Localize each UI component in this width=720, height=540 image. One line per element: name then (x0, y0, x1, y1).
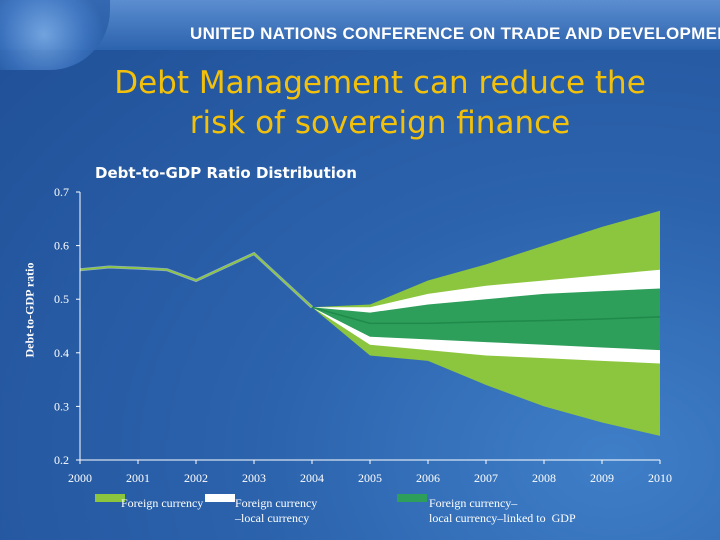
y-tick-label: 0.3 (54, 399, 69, 413)
legend-label: Foreign currency (121, 496, 204, 510)
legend-swatch (205, 494, 235, 502)
x-tick-label: 2010 (648, 471, 672, 485)
x-tick-label: 2007 (474, 471, 498, 485)
band-gdp-linked (312, 288, 660, 351)
y-tick-label: 0.6 (54, 239, 69, 253)
slide-title: Debt Management can reduce the risk of s… (60, 63, 700, 143)
x-tick-label: 2009 (590, 471, 614, 485)
slide-title-line-2: risk of sovereign finance (189, 105, 571, 141)
x-tick-label: 2001 (126, 471, 150, 485)
legend-label: Foreign currency– local currency–linked … (429, 496, 576, 525)
x-tick-label: 2006 (416, 471, 440, 485)
x-tick-label: 2000 (68, 471, 92, 485)
header-bar (0, 0, 720, 50)
legend-swatch (95, 494, 125, 502)
x-tick-label: 2005 (358, 471, 382, 485)
x-tick-label: 2008 (532, 471, 556, 485)
x-tick-label: 2003 (242, 471, 266, 485)
legend-swatch (397, 494, 427, 502)
x-tick-label: 2004 (300, 471, 324, 485)
median-line (311, 306, 661, 325)
history-line (79, 252, 313, 308)
chart-title: Debt-to-GDP Ratio Distribution (95, 164, 357, 182)
organization-name: UNITED NATIONS CONFERENCE ON TRADE AND D… (190, 24, 720, 43)
y-tick-label: 0.7 (54, 185, 69, 199)
legend-label: Foreign currency –local currency (235, 496, 318, 525)
y-tick-label: 0.5 (54, 292, 69, 306)
slide-title-line-1: Debt Management can reduce the (114, 65, 646, 101)
y-tick-label: 0.2 (54, 453, 69, 467)
y-tick-label: 0.4 (54, 346, 69, 360)
x-tick-label: 2002 (184, 471, 208, 485)
